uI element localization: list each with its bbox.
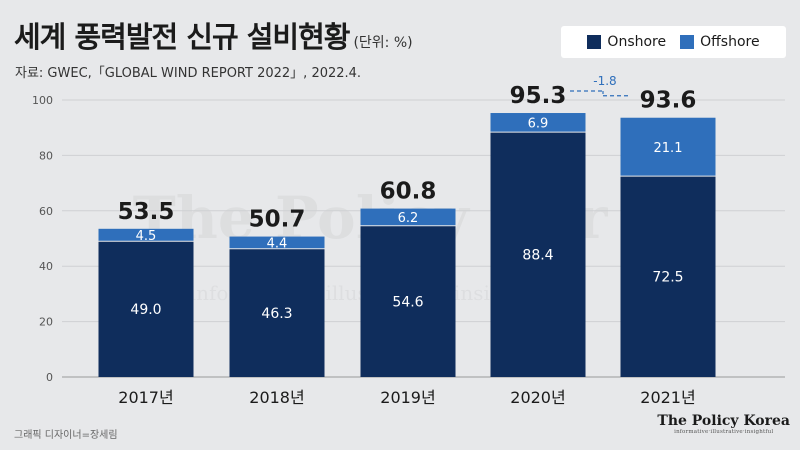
data-label-onshore: 49.0 xyxy=(130,302,161,318)
x-tick-label: 2021년 xyxy=(640,388,695,407)
bar-offshore xyxy=(620,117,716,177)
y-tick-label: 60 xyxy=(39,205,53,218)
source-note: 자료: GWEC,「GLOBAL WIND REPORT 2022」, 2022… xyxy=(15,66,362,81)
bar-onshore xyxy=(229,248,325,377)
x-tick-label: 2020년 xyxy=(510,388,565,407)
chart-title-text: 세계 풍력발전 신규 설비현황 xyxy=(14,20,350,54)
brand-name: The Policy Korea xyxy=(657,413,790,429)
change-annotation: -1.8 xyxy=(593,74,616,88)
bar-onshore xyxy=(98,241,194,377)
y-tick-label: 40 xyxy=(39,260,53,273)
y-tick-label: 0 xyxy=(46,371,53,384)
data-label-onshore: 54.6 xyxy=(392,294,423,310)
legend-label-onshore: Onshore xyxy=(607,34,667,50)
credit-note: 그래픽 디자이너=장세림 xyxy=(14,430,118,441)
data-label-total: 53.5 xyxy=(118,199,175,225)
data-label-total: 60.8 xyxy=(380,179,437,205)
y-tick-label: 80 xyxy=(39,149,53,162)
data-label-onshore: 46.3 xyxy=(261,306,292,322)
x-tick-label: 2019년 xyxy=(380,388,435,407)
data-label-total: 93.6 xyxy=(640,88,697,114)
legend-item-onshore: Onshore xyxy=(587,34,666,50)
data-label-total: 95.3 xyxy=(510,83,567,109)
bar-onshore xyxy=(490,132,586,377)
x-tick-label: 2018년 xyxy=(249,388,304,407)
legend-label-offshore: Offshore xyxy=(700,34,760,50)
chart-title: 세계 풍력발전 신규 설비현황 (단위: %) xyxy=(14,14,413,56)
bar-offshore xyxy=(360,208,456,226)
legend-swatch-onshore xyxy=(587,35,602,49)
unit-note: (단위: %) xyxy=(353,35,413,51)
data-label-offshore: 6.2 xyxy=(398,211,419,226)
y-tick-label: 100 xyxy=(32,94,53,107)
brand-tagline: informative·illustrative·insightful xyxy=(674,429,774,435)
bar-offshore xyxy=(98,228,194,242)
data-label-offshore: 6.9 xyxy=(528,117,549,132)
data-label-offshore: 4.5 xyxy=(136,229,157,244)
bar-offshore xyxy=(490,113,586,133)
bar-offshore xyxy=(229,236,325,249)
data-label-offshore: 4.4 xyxy=(267,237,288,252)
data-label-total: 50.7 xyxy=(249,207,306,233)
x-tick-label: 2017년 xyxy=(118,388,173,407)
data-label-onshore: 88.4 xyxy=(522,248,553,264)
bar-onshore xyxy=(360,225,456,377)
legend: Onshore Offshore xyxy=(561,26,786,58)
legend-swatch-offshore xyxy=(680,35,695,49)
y-tick-label: 20 xyxy=(39,316,53,329)
data-label-offshore: 21.1 xyxy=(654,141,683,156)
legend-item-offshore: Offshore xyxy=(680,34,760,50)
bar-onshore xyxy=(620,176,716,377)
data-label-onshore: 72.5 xyxy=(652,270,683,286)
brand-logo: The Policy Korea informative·illustrativ… xyxy=(657,413,790,435)
